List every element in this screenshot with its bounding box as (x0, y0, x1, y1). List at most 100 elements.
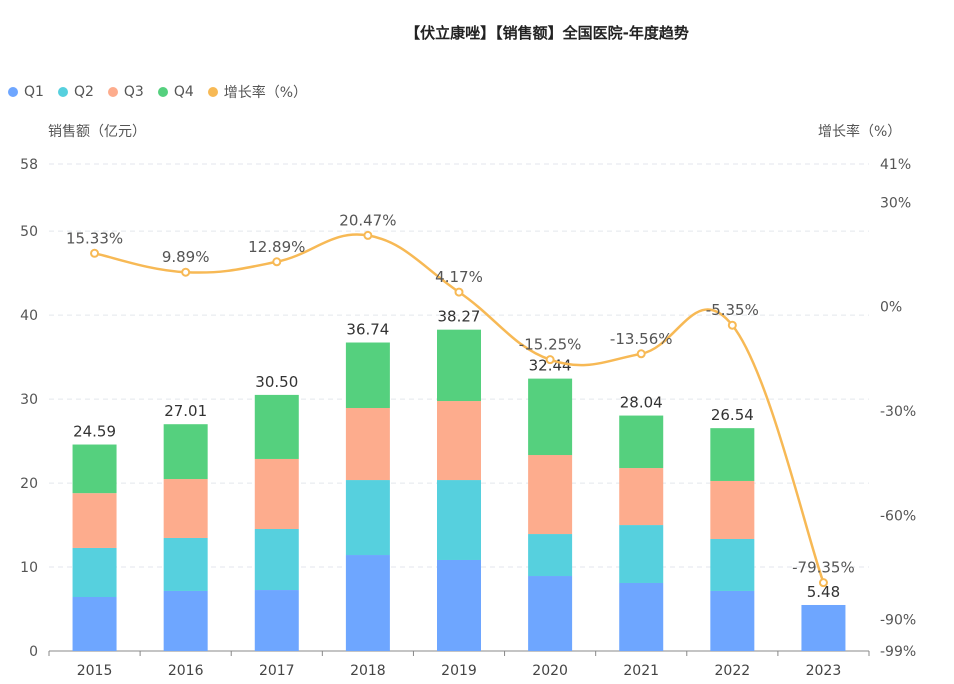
growth-point (454, 287, 464, 297)
total-label: 30.50 (255, 373, 298, 391)
y2-tick-label: 30% (880, 195, 911, 211)
total-label: 27.01 (164, 402, 207, 420)
bar-q4 (72, 444, 117, 494)
legend-marker (8, 87, 18, 97)
bar-q3 (619, 468, 664, 526)
y2-tick-label: -60% (880, 508, 916, 524)
legend-marker (57, 87, 68, 97)
bar-q4 (254, 394, 299, 459)
y2-tick-label: -90% (880, 613, 916, 629)
x-tick-label: 2019 (441, 663, 477, 679)
legend-label: Q4 (173, 84, 194, 100)
legend-label: 增长率（%） (223, 85, 308, 101)
bar-q4 (437, 329, 481, 402)
bar-q3 (345, 408, 390, 481)
bar-q4 (710, 428, 755, 481)
legend-marker (157, 87, 168, 97)
legend-q1[interactable]: Q1 (8, 82, 44, 102)
bar-q2 (254, 528, 299, 591)
legend-q4[interactable]: Q4 (157, 82, 194, 102)
x-tick-label: 2022 (715, 663, 751, 679)
bar-q2 (528, 534, 573, 577)
total-label: 28.04 (620, 394, 663, 412)
y2-tick-label: -99% (880, 644, 916, 660)
total-label: 32.44 (529, 357, 572, 375)
legend-q2[interactable]: Q2 (57, 82, 94, 102)
bar-q1 (528, 576, 573, 651)
bar-q1 (437, 559, 481, 651)
y-tick-label: 50 (20, 224, 38, 240)
growth-label: 20.47% (339, 211, 396, 229)
x-tick-label: 2018 (350, 663, 386, 679)
legend-marker (207, 87, 218, 97)
growth-label: 4.17% (435, 268, 483, 286)
bar-q1 (801, 604, 846, 651)
growth-label: 12.89% (248, 238, 305, 256)
growth-label: 15.33% (66, 229, 123, 247)
growth-label: -13.56% (610, 330, 673, 348)
bar-q1 (254, 590, 299, 651)
bar-q2 (710, 538, 755, 591)
bar-q3 (437, 401, 481, 481)
total-label: 38.27 (438, 308, 481, 326)
y2-tick-label: 0% (880, 300, 902, 316)
y2-axis-title: 增长率（%） (818, 124, 902, 140)
total-label: 5.48 (807, 583, 840, 601)
bar-q3 (710, 480, 755, 539)
bar-q1 (619, 582, 664, 651)
x-tick-label: 2021 (623, 663, 659, 679)
bar-q4 (619, 415, 664, 469)
total-label: 36.74 (346, 321, 389, 339)
bar-q3 (254, 458, 299, 529)
bar-q4 (163, 424, 208, 480)
x-tick-label: 2016 (168, 663, 204, 679)
bar-q2 (163, 537, 208, 591)
y-tick-label: 58 (20, 157, 38, 173)
legend-q3[interactable]: Q3 (107, 82, 144, 102)
y2-tick-label: -30% (880, 404, 916, 420)
legend-growth[interactable]: 增长率（%） (207, 82, 308, 102)
bar-q4 (528, 378, 573, 456)
y-axis-title: 销售额（亿元） (48, 124, 146, 140)
bar-q3 (528, 455, 573, 535)
bar-q2 (72, 547, 117, 598)
legend-label: Q3 (123, 84, 144, 100)
growth-point (545, 355, 555, 365)
growth-point (636, 349, 646, 359)
bar-q4 (345, 342, 390, 409)
bar-q1 (345, 555, 390, 651)
total-label: 26.54 (711, 406, 754, 424)
legend-label: Q2 (73, 84, 94, 100)
y-tick-label: 30 (20, 392, 38, 408)
y-tick-label: 10 (20, 560, 38, 576)
x-tick-label: 2020 (532, 663, 568, 679)
legend-marker (107, 87, 118, 97)
growth-point (818, 578, 828, 588)
growth-point (90, 248, 100, 258)
growth-point (727, 320, 737, 330)
growth-point (363, 230, 373, 240)
chart-title: 【伏立康唑】【销售额】全国医院-年度趋势 (405, 24, 689, 42)
growth-point (272, 257, 282, 267)
x-tick-label: 2015 (77, 663, 113, 679)
bar-q3 (72, 493, 117, 548)
y-tick-label: 20 (20, 476, 38, 492)
growth-point (181, 267, 191, 277)
bar-q1 (163, 590, 208, 651)
y2-tick-label: 41% (880, 157, 911, 173)
growth-label: -15.25% (519, 336, 582, 354)
legend: Q1 Q2 Q3 Q4 增长率（%） (8, 82, 307, 102)
legend-label: Q1 (24, 84, 44, 100)
growth-label: -79.35% (792, 559, 855, 577)
bar-q2 (437, 480, 481, 560)
y-tick-label: 40 (20, 308, 38, 324)
growth-label: -5.35% (706, 301, 759, 319)
x-tick-label: 2023 (806, 663, 842, 679)
total-label: 24.59 (73, 423, 116, 441)
bar-q2 (619, 525, 664, 583)
bar-q2 (345, 480, 390, 556)
y-tick-label: 0 (29, 644, 38, 660)
bar-q1 (710, 590, 755, 651)
x-tick-label: 2017 (259, 663, 295, 679)
